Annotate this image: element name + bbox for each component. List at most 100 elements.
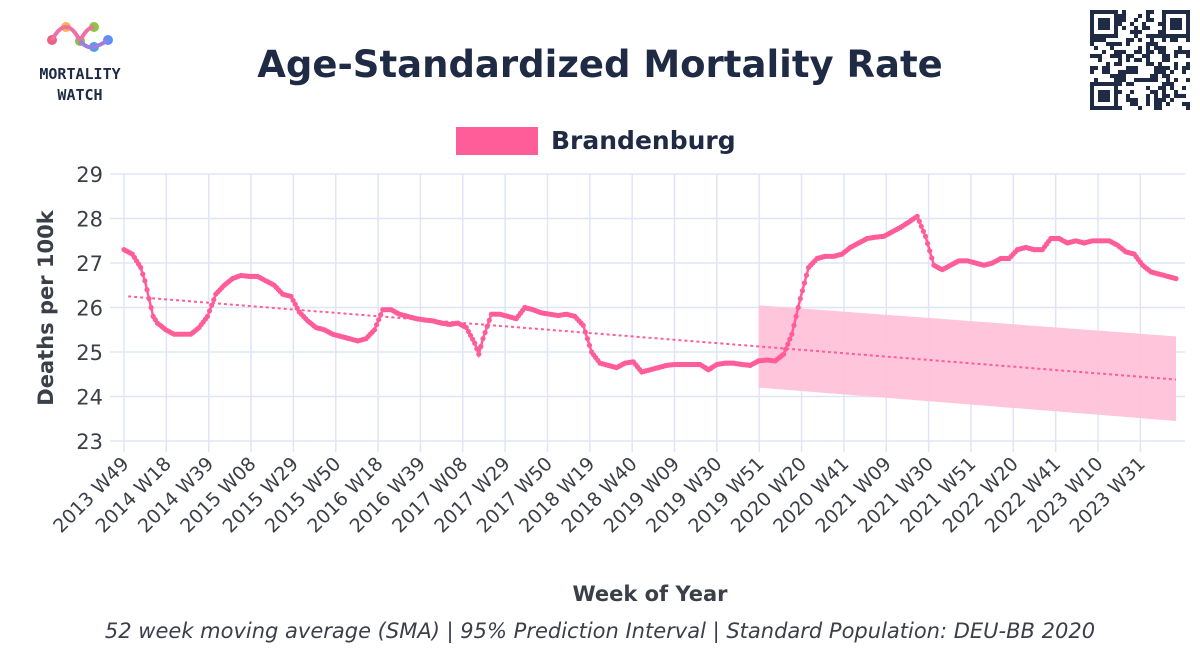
qr-module [1126,70,1130,74]
data-point [789,331,795,337]
data-point [918,223,924,229]
qr-module [1110,54,1114,58]
qr-module [1186,78,1190,82]
qr-module [1122,78,1126,82]
qr-module [1138,50,1142,54]
qr-finder [1098,90,1110,102]
data-point [580,322,586,328]
qr-module [1150,50,1154,54]
data-point [787,336,793,342]
qr-module [1146,14,1150,18]
data-point [925,240,931,247]
qr-module [1166,78,1170,82]
qr-module [1166,94,1170,98]
qr-module [1090,66,1094,70]
qr-module [1138,78,1142,82]
qr-module [1142,54,1146,58]
qr-module [1122,26,1126,30]
qr-module [1146,78,1150,82]
qr-module [1126,58,1130,62]
data-point [472,340,478,346]
qr-module [1170,82,1174,86]
qr-module [1114,78,1118,82]
qr-module [1118,42,1122,46]
data-point [371,327,378,333]
qr-module [1102,38,1106,42]
data-point [922,233,929,239]
qr-module [1122,10,1126,14]
qr-module [1130,82,1134,86]
data-point [467,332,474,338]
chart-title: Age-Standardized Mortality Rate [257,43,943,86]
qr-module [1146,102,1150,106]
qr-module [1146,34,1150,38]
qr-module [1130,30,1134,34]
legend[interactable]: Brandenburg [456,126,736,155]
qr-module [1166,66,1170,70]
y-tick-label: 26 [76,297,103,321]
data-point [916,218,922,224]
qr-module [1134,18,1138,22]
qr-module [1146,98,1150,102]
data-point [144,287,150,293]
qr-module [1134,70,1138,74]
data-point [783,346,789,352]
qr-module [1134,66,1138,70]
data-point [290,297,296,303]
data-point [478,343,484,349]
qr-module [1146,58,1150,62]
qr-module [1118,14,1122,18]
qr-finder [1170,18,1182,30]
qr-module [1146,26,1150,30]
qr-module [1134,50,1138,54]
data-point [474,346,480,352]
data-point [142,278,148,284]
y-tick-label: 29 [76,163,103,187]
qr-module [1158,66,1162,70]
qr-module [1174,94,1178,98]
qr-module [1146,86,1150,90]
qr-module [1118,50,1122,54]
qr-module [1126,38,1130,42]
data-point [801,280,808,286]
data-point [480,336,486,342]
qr-module [1182,94,1186,98]
qr-module [1126,82,1130,86]
data-point [207,308,213,314]
data-point [586,342,593,348]
qr-module [1162,90,1166,94]
qr-module [1134,98,1138,102]
qr-module [1158,106,1162,110]
qr-module [1178,94,1182,98]
qr-module [1122,14,1126,18]
qr-module [1150,62,1154,66]
qr-module [1118,54,1122,58]
qr-module [1154,74,1158,78]
data-point [799,288,806,294]
qr-module [1166,74,1170,78]
qr-module [1130,90,1134,94]
qr-module [1122,74,1126,78]
data-point [140,271,146,277]
qr-module [1174,66,1178,70]
y-tick-label: 25 [76,341,103,365]
qr-module [1142,22,1146,26]
qr-module [1138,30,1142,34]
qr-module [1162,86,1166,90]
qr-module [1150,90,1154,94]
qr-module [1102,70,1106,74]
qr-module [1126,66,1130,70]
trend-line [128,295,1177,381]
qr-module [1130,54,1134,58]
data-point [294,305,300,311]
qr-module [1130,38,1134,42]
logo: MORTALITY WATCH [39,22,121,104]
qr-module [1158,50,1162,54]
qr-module [1186,66,1190,70]
qr-module [1182,86,1186,90]
qr-module [1150,42,1154,46]
qr-module [1154,78,1158,82]
legend-label: Brandenburg [551,126,736,155]
qr-module [1142,78,1146,82]
data-point [914,213,920,219]
